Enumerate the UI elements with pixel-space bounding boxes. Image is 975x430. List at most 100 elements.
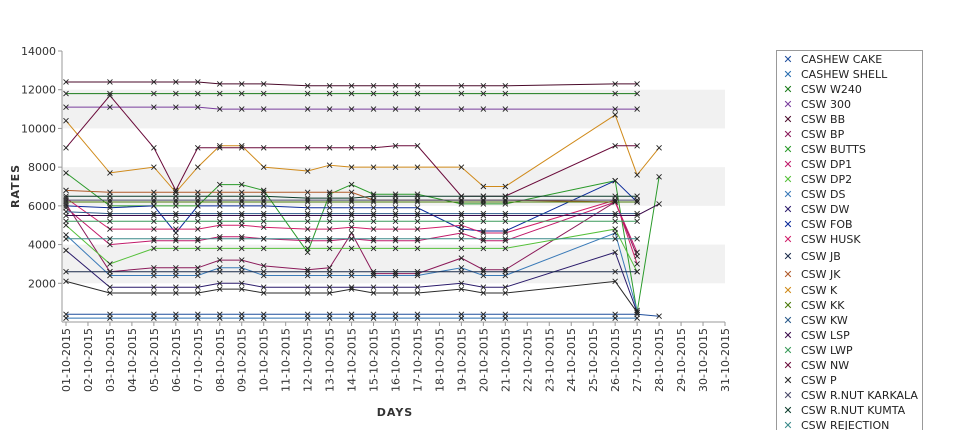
data-point-marker	[392, 83, 399, 89]
legend-item: ✕ CSW HUSK	[777, 232, 922, 247]
data-point-marker	[612, 210, 618, 217]
x-tick-label: 02-10-2015	[82, 328, 95, 392]
data-point-marker	[326, 218, 333, 225]
legend-label: CSW BP	[801, 128, 845, 141]
data-point-marker	[458, 212, 465, 219]
legend-item: ✕ CSW REJECTION	[777, 418, 922, 430]
data-point-marker	[151, 268, 157, 275]
data-point-marker	[502, 228, 509, 234]
data-point-marker	[612, 112, 618, 118]
data-point-marker	[348, 144, 355, 151]
data-point-marker	[480, 90, 487, 97]
legend-marker-icon: ✕	[783, 249, 793, 263]
x-tick-label: 05-10-2015	[148, 328, 161, 392]
data-point-marker	[326, 197, 333, 203]
x-tick-label: 29-10-2015	[675, 328, 688, 392]
data-point-marker	[63, 212, 69, 219]
series-line	[65, 280, 638, 313]
legend-marker-icon: ✕	[783, 233, 793, 246]
data-point-marker	[634, 199, 640, 205]
data-point-marker	[304, 210, 311, 217]
data-point-marker	[151, 79, 157, 85]
legend-marker-icon: ✕	[783, 314, 793, 327]
data-point-marker	[304, 197, 311, 203]
data-point-marker	[260, 263, 267, 269]
data-point-marker	[634, 106, 640, 112]
data-point-marker	[107, 290, 113, 296]
legend-marker-icon: ✕	[783, 404, 793, 417]
legend-item: ✕ CASHEW SHELL	[777, 67, 922, 82]
data-point-marker	[480, 315, 487, 321]
data-point-marker	[107, 235, 113, 242]
data-point-marker	[348, 164, 355, 170]
data-point-marker	[348, 218, 355, 225]
data-point-marker	[348, 189, 355, 196]
x-tick-label: 09-10-2015	[236, 328, 249, 392]
data-point-marker	[194, 315, 201, 321]
data-point-marker	[260, 81, 267, 87]
legend-label: CSW BUTTS	[801, 143, 866, 156]
data-point-marker	[216, 268, 223, 275]
legend-label: CSW KK	[801, 299, 845, 312]
legend-label: CSW NW	[801, 359, 850, 372]
data-point-marker	[326, 189, 333, 196]
data-point-marker	[414, 164, 421, 170]
x-tick-label: 23-10-2015	[543, 328, 556, 392]
data-point-marker	[304, 266, 311, 273]
data-point-marker	[502, 106, 509, 112]
data-point-marker	[304, 90, 311, 97]
legend-marker-icon: ✕	[783, 329, 793, 342]
data-point-marker	[238, 245, 245, 252]
data-point-marker	[194, 90, 201, 97]
data-point-marker	[151, 284, 157, 290]
y-tick-label: 14000	[21, 45, 56, 58]
series-line	[66, 313, 660, 317]
data-point-marker	[260, 210, 267, 217]
data-point-marker	[348, 286, 355, 292]
data-point-marker	[260, 290, 267, 296]
data-point-marker	[370, 90, 377, 97]
legend-marker-icon: ✕	[783, 284, 793, 297]
data-point-marker	[634, 261, 640, 267]
x-tick-label: 15-10-2015	[368, 328, 381, 392]
data-point-marker	[414, 191, 421, 198]
data-point-marker	[656, 201, 662, 207]
data-point-marker	[480, 235, 487, 242]
data-point-marker	[348, 235, 355, 242]
data-point-marker	[151, 245, 157, 252]
data-point-marker	[304, 290, 311, 296]
data-point-marker	[107, 199, 113, 205]
data-point-marker	[194, 237, 201, 244]
legend-label: CSW LSP	[801, 329, 850, 342]
data-point-marker	[348, 197, 355, 203]
data-point-marker	[238, 143, 245, 149]
data-point-marker	[612, 81, 618, 87]
legend-label: CSW DP2	[801, 173, 853, 186]
legend-item: ✕ CSW DP1	[777, 157, 922, 172]
data-point-marker	[304, 144, 311, 151]
data-point-marker	[414, 83, 421, 89]
data-point-marker	[502, 218, 509, 225]
data-point-marker	[326, 90, 333, 97]
data-point-marker	[173, 268, 179, 275]
data-point-marker	[151, 104, 157, 110]
grid-bands	[62, 89, 725, 284]
data-point-marker	[656, 144, 662, 151]
x-tick-label: 04-10-2015	[126, 328, 139, 392]
x-tick-label: 25-10-2015	[587, 328, 600, 392]
data-point-marker	[238, 280, 245, 287]
legend-label: CSW 300	[801, 98, 852, 111]
data-point-marker	[107, 226, 113, 232]
data-point-marker	[260, 199, 267, 205]
legend-label: CASHEW CAKE	[801, 53, 883, 66]
data-point-marker	[480, 193, 487, 199]
data-point-marker	[480, 268, 487, 275]
data-point-marker	[370, 270, 377, 277]
data-point-marker	[370, 218, 377, 225]
legend-marker-icon: ✕	[783, 203, 793, 216]
data-point-marker	[370, 237, 377, 244]
x-tick-label: 10-10-2015	[258, 328, 271, 392]
data-point-marker	[458, 106, 465, 112]
data-point-marker	[370, 191, 377, 198]
data-point-marker	[194, 245, 201, 252]
